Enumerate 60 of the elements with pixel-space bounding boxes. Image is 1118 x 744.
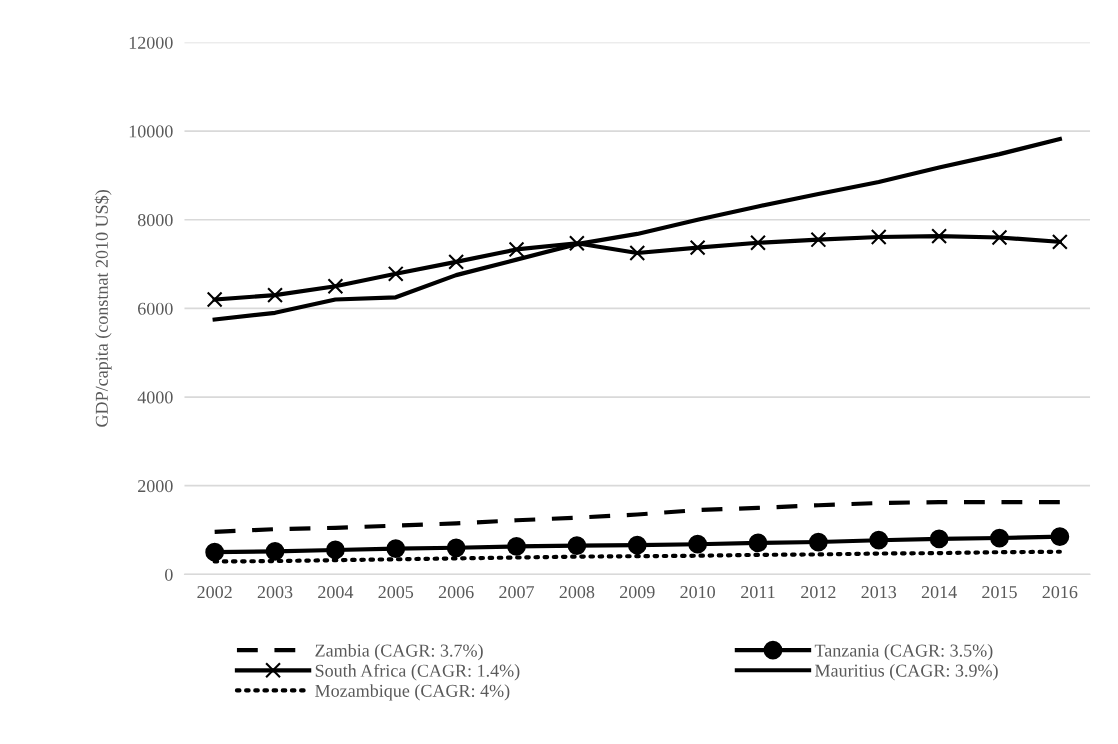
point	[627, 535, 647, 555]
point	[267, 287, 284, 304]
point	[205, 542, 225, 562]
y-tick-label: 0	[165, 568, 173, 581]
y-tick-label: 10000	[129, 125, 173, 138]
line-series	[212, 136, 1062, 322]
point	[750, 234, 766, 251]
x-tick-label: 2004	[318, 586, 354, 599]
x-tick-label: 2010	[680, 586, 715, 599]
legend-label: South Africa (CAGR: 1.4%)	[315, 663, 520, 681]
x-tick-label: 2002	[197, 586, 232, 599]
point	[1051, 233, 1068, 250]
point	[990, 528, 1009, 548]
point	[386, 539, 406, 559]
point	[688, 534, 708, 554]
point	[810, 231, 827, 248]
x-tick-label: 2008	[559, 586, 595, 599]
y-tick-label: 12000	[129, 36, 173, 49]
point	[507, 537, 526, 556]
point	[629, 244, 646, 261]
point	[265, 541, 285, 561]
point	[446, 538, 466, 558]
legend-label: Tanzania (CAGR: 3.5%)	[814, 643, 993, 661]
point	[689, 239, 706, 256]
x-tick-label: 2007	[499, 586, 535, 599]
line-series	[212, 500, 1062, 534]
point	[568, 235, 585, 252]
x-tick-label: 2006	[438, 586, 474, 599]
x-tick-label: 2011	[741, 586, 775, 599]
y-tick-label: 2000	[138, 479, 173, 493]
y-tick-label: 4000	[137, 391, 173, 404]
x-tick-label: 2012	[801, 586, 836, 599]
point	[929, 529, 949, 549]
legend-label: Mozambique (CAGR: 4%)	[315, 684, 510, 701]
x-tick-label: 2016	[1042, 586, 1078, 599]
x-tick-label: 2003	[257, 586, 293, 599]
x-tick-label: 2005	[378, 586, 414, 599]
x-tick-label: 2009	[620, 586, 655, 599]
point	[991, 229, 1008, 246]
point	[869, 530, 889, 550]
y-tick-label: 6000	[138, 302, 173, 315]
point	[567, 536, 587, 555]
point	[870, 229, 887, 245]
point	[206, 291, 223, 308]
point	[387, 265, 404, 282]
x-tick-label: 2015	[982, 586, 1017, 599]
point	[326, 540, 345, 560]
x-tick-label: 2014	[921, 586, 957, 599]
y-tick-label: 8000	[137, 213, 173, 227]
y-axis-title: GDP/capita (constnat 2010 US$)	[94, 190, 112, 427]
point	[931, 228, 948, 245]
point	[1050, 527, 1070, 547]
point	[508, 241, 525, 258]
x-tick-label: 2013	[861, 586, 897, 599]
legend-label: Mauritius (CAGR: 3.9%)	[815, 664, 998, 681]
legend-label: Zambia (CAGR: 3.7%)	[315, 643, 483, 661]
point	[327, 278, 344, 295]
point	[448, 253, 465, 270]
point	[809, 532, 828, 552]
point	[748, 533, 768, 553]
